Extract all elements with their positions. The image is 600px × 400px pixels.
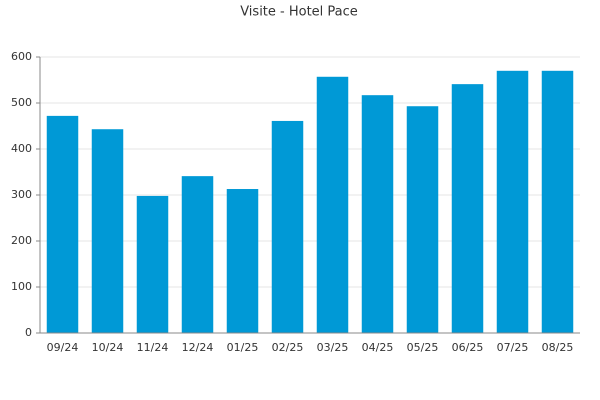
y-tick-label: 100	[11, 280, 32, 293]
x-tick-label: 11/24	[137, 341, 169, 354]
bar	[496, 70, 529, 334]
x-tick-label: 03/25	[317, 341, 349, 354]
chart-title: Visite - Hotel Pace	[240, 5, 358, 20]
x-tick-label: 05/25	[407, 341, 439, 354]
x-tick-label: 07/25	[497, 341, 529, 354]
x-tick-label: 12/24	[182, 341, 214, 354]
y-tick-label: 400	[11, 142, 32, 155]
x-tick-label: 02/25	[272, 341, 304, 354]
bar	[91, 129, 124, 333]
y-tick-label: 300	[11, 188, 32, 201]
bar	[541, 70, 574, 334]
bar	[316, 76, 349, 333]
bar	[181, 176, 214, 333]
x-tick-label: 06/25	[452, 341, 484, 354]
y-tick-label: 0	[25, 326, 32, 339]
x-tick-label: 10/24	[92, 341, 124, 354]
bar	[406, 106, 439, 333]
y-tick-label: 500	[11, 96, 32, 109]
x-tick-label: 09/24	[47, 341, 79, 354]
bar	[271, 120, 304, 333]
bar	[226, 189, 259, 333]
bar	[46, 115, 79, 333]
bar	[361, 95, 394, 334]
y-tick-label: 600	[11, 50, 32, 63]
x-tick-label: 04/25	[362, 341, 394, 354]
x-tick-label: 01/25	[227, 341, 259, 354]
x-tick-label: 08/25	[542, 341, 574, 354]
y-tick-label: 200	[11, 234, 32, 247]
bar	[136, 195, 169, 333]
bar	[451, 84, 484, 333]
